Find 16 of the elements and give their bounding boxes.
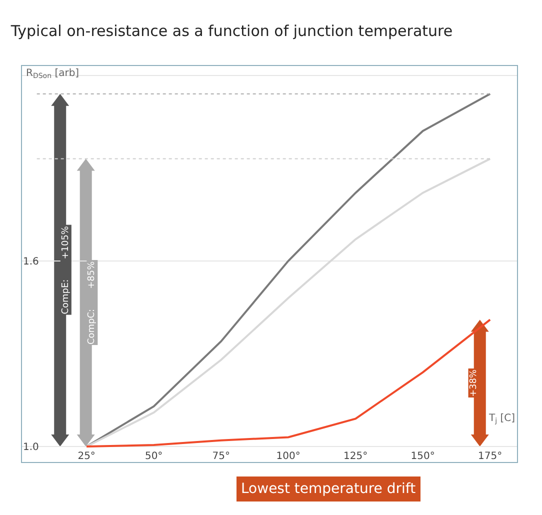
y-tick-label: 1.6 <box>23 256 39 268</box>
x-tick-label: 25° <box>78 451 96 462</box>
x-tick-label: 150° <box>410 451 435 462</box>
annotation: CompC: +85% <box>87 260 98 345</box>
chart-title: Typical on-resistance as a function of junction temperature <box>10 22 453 40</box>
x-tick-label: 75° <box>212 451 230 462</box>
x-tick-label: 175° <box>478 451 502 462</box>
text: Lowest temperature drift <box>241 481 416 497</box>
x-tick-label: 50° <box>144 451 163 462</box>
x-tick-label: 125° <box>344 451 368 462</box>
annotation: CompE: +105% <box>60 226 71 314</box>
y-axis-title: R$_{DSon}$ [arb] <box>26 68 80 80</box>
x-tick-label: 100° <box>276 451 300 462</box>
annotation: +38% <box>468 368 479 397</box>
x-axis-title: T$_{j}$ [C] <box>488 413 516 426</box>
y-tick-label: 1.0 <box>23 442 39 454</box>
